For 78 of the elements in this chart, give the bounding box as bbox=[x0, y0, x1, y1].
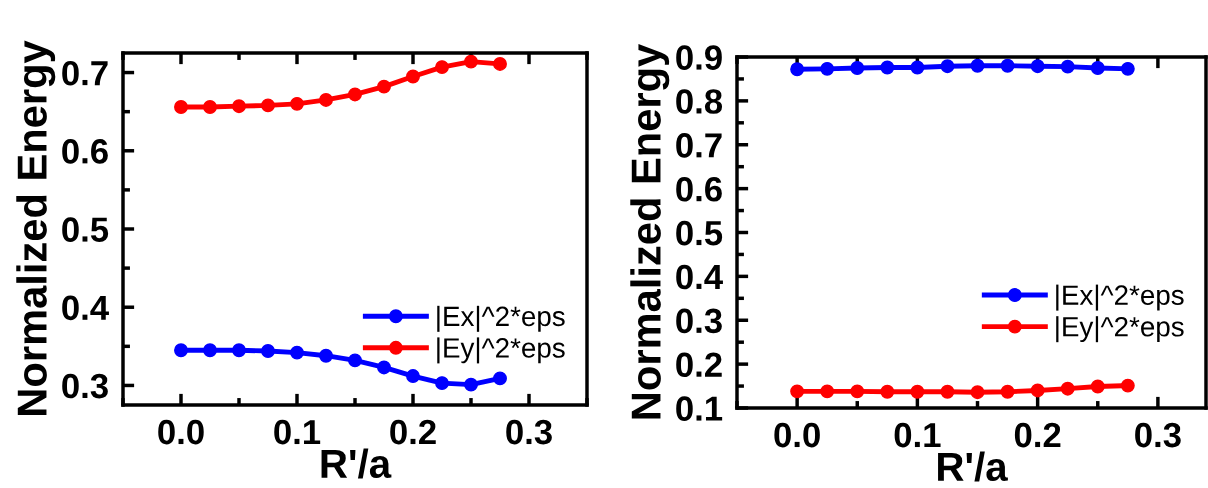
point bbox=[348, 353, 362, 368]
point bbox=[174, 100, 188, 114]
y-axis-title: Normalized Energy bbox=[16, 40, 56, 415]
point bbox=[850, 61, 865, 75]
point bbox=[377, 79, 391, 94]
y-tick-label: 0.3 bbox=[676, 308, 722, 334]
x-tick-label: 0.0 bbox=[774, 422, 820, 448]
point bbox=[940, 384, 955, 399]
point bbox=[790, 384, 805, 399]
point bbox=[464, 377, 478, 392]
point bbox=[850, 384, 865, 399]
point bbox=[319, 348, 333, 363]
point bbox=[232, 343, 246, 358]
y-tick-label: 0.5 bbox=[62, 217, 109, 242]
x-tick-label: 0.1 bbox=[274, 419, 321, 445]
y-tick-label: 0.3 bbox=[62, 373, 108, 399]
point bbox=[290, 345, 304, 360]
legend-label: |Ex|^2*eps bbox=[437, 305, 565, 332]
point bbox=[348, 87, 362, 102]
point bbox=[1000, 384, 1015, 399]
point bbox=[1120, 378, 1135, 393]
legend-label: |Ex|^2*eps bbox=[1056, 284, 1184, 311]
point bbox=[970, 58, 985, 73]
point bbox=[203, 343, 217, 358]
y-tick-label: 0.1 bbox=[676, 396, 723, 421]
point bbox=[1030, 383, 1045, 398]
point bbox=[203, 100, 217, 114]
point bbox=[910, 60, 925, 75]
point bbox=[464, 54, 478, 69]
x-tick-label: 0.3 bbox=[506, 419, 552, 445]
y-tick-label: 0.7 bbox=[676, 133, 722, 158]
point bbox=[319, 92, 333, 107]
x-tick-label: 0.3 bbox=[1135, 422, 1181, 448]
point bbox=[377, 360, 391, 375]
point bbox=[880, 384, 895, 399]
point bbox=[970, 385, 985, 400]
point bbox=[790, 62, 805, 77]
y-tick-label: 0.6 bbox=[676, 176, 722, 202]
point bbox=[1090, 379, 1105, 394]
legend-label: |Ey|^2*eps bbox=[1056, 316, 1184, 343]
y-tick-label: 0.9 bbox=[676, 45, 722, 70]
y-tick-label: 0.5 bbox=[676, 220, 723, 246]
point bbox=[493, 371, 507, 386]
point bbox=[406, 69, 420, 84]
x-tick-label: 0.2 bbox=[1014, 422, 1061, 448]
y-tick-label: 0.6 bbox=[62, 139, 108, 164]
point bbox=[261, 344, 275, 358]
point bbox=[880, 60, 895, 75]
point bbox=[820, 384, 835, 399]
point bbox=[910, 384, 925, 399]
legend-label: |Ey|^2*eps bbox=[437, 337, 565, 364]
point bbox=[1030, 59, 1045, 74]
point bbox=[820, 61, 835, 76]
point bbox=[406, 369, 420, 384]
point bbox=[493, 57, 507, 71]
point bbox=[1000, 58, 1015, 73]
point bbox=[435, 60, 449, 75]
point bbox=[435, 376, 449, 391]
point bbox=[261, 98, 275, 113]
y-tick-label: 0.4 bbox=[676, 264, 723, 290]
point bbox=[1120, 61, 1135, 76]
point bbox=[940, 59, 955, 74]
point bbox=[232, 99, 246, 114]
point bbox=[1060, 59, 1075, 74]
x-tick-label: 0.2 bbox=[390, 419, 436, 445]
x-axis-title: R'/a bbox=[938, 451, 1008, 482]
y-tick-label: 0.8 bbox=[676, 89, 723, 114]
x-tick-label: 0.0 bbox=[158, 419, 204, 445]
y-tick-label: 0.4 bbox=[62, 295, 109, 321]
point bbox=[290, 96, 304, 111]
x-tick-label: 0.1 bbox=[894, 422, 941, 448]
point bbox=[174, 343, 188, 358]
x-axis-title: R'/a bbox=[321, 448, 392, 479]
y-tick-label: 0.2 bbox=[676, 352, 722, 378]
point bbox=[1060, 381, 1075, 396]
y-tick-label: 0.7 bbox=[62, 60, 108, 86]
y-axis-title: Normalized Energy bbox=[630, 44, 670, 419]
point bbox=[1090, 61, 1105, 75]
